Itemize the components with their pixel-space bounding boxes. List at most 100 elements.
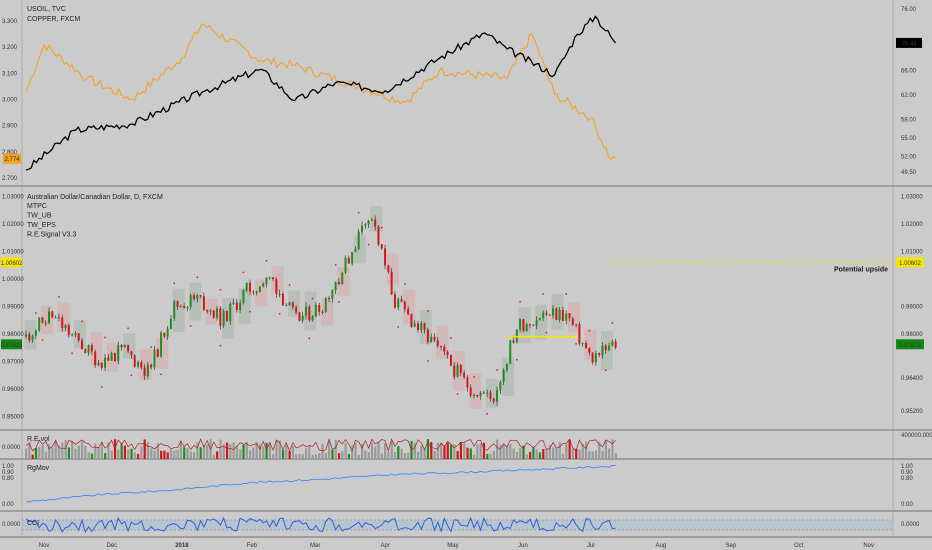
candle-body [453, 365, 456, 377]
left-axis-tick-label: 2.900 [2, 124, 18, 130]
volume-bar [614, 453, 617, 459]
signal-dot [357, 211, 360, 214]
volume-bar [123, 445, 127, 459]
volume-bar [97, 447, 100, 459]
candle-body [341, 272, 344, 284]
signal-dot [173, 282, 176, 285]
signal-box [106, 342, 119, 372]
signal-dot [242, 271, 245, 274]
left-axis-tick-label: 1.03000 [2, 194, 24, 200]
signal-box [238, 288, 251, 324]
volume-bar [512, 448, 515, 459]
volume-bar [298, 454, 301, 459]
right-axis-tick-label: 0.98000 [901, 332, 923, 338]
candle-body [430, 336, 433, 342]
potential-upside-label: Potential upside [834, 266, 888, 273]
candle-body [420, 323, 423, 330]
candle-body [133, 355, 136, 367]
candle-body [258, 286, 261, 293]
signal-box [370, 206, 383, 232]
candle-body [41, 317, 44, 323]
candle-body [522, 319, 525, 331]
signal-dot [486, 412, 489, 415]
left-axis-tick-label: 3.300 [2, 19, 18, 25]
candle-body [54, 317, 57, 319]
left-axis-tick-label: 0.80 [2, 476, 14, 482]
indicator-label: MTPC [27, 203, 47, 210]
candle-body [189, 295, 192, 307]
volume-bar [252, 447, 255, 459]
signal-dot [519, 300, 522, 303]
volume-bar [334, 439, 337, 459]
re-vol-label: R.E.vol [27, 436, 50, 443]
signal-box [320, 298, 333, 326]
candle-body [107, 357, 110, 361]
candle-body [472, 394, 475, 396]
candle-body [304, 306, 307, 316]
x-axis-tick-label: Nov [39, 543, 50, 549]
signal-dot [160, 373, 162, 376]
upside-level-badge-label: 1.00602 [1, 261, 23, 267]
signal-dot [196, 276, 199, 279]
volume-bar [61, 442, 64, 459]
volume-bar [489, 453, 492, 459]
candle-body [104, 357, 107, 368]
signal-dot [278, 312, 281, 315]
volume-bar [321, 444, 324, 459]
volume-bar [561, 453, 565, 459]
left-axis-tick-label: 1.01000 [2, 249, 24, 255]
volume-bar [156, 443, 159, 459]
signal-box [353, 235, 366, 264]
candle-body [578, 324, 581, 344]
volume-bar [568, 439, 571, 459]
candle-body [482, 392, 485, 394]
signal-box [205, 298, 218, 325]
volume-bar [295, 454, 298, 459]
candle-body [367, 220, 370, 225]
x-axis-tick-label: Jul [587, 543, 595, 549]
signal-dot [367, 243, 370, 246]
x-axis-tick-label: Nov [863, 543, 874, 549]
candle-body [166, 328, 169, 337]
candle-body [268, 277, 271, 279]
volume-bar [337, 453, 341, 459]
signal-dot [288, 284, 291, 286]
candle-body [581, 342, 584, 344]
candle-body [403, 301, 406, 310]
volume-bar [479, 442, 482, 459]
right-axis-tick-label: 1.02000 [901, 222, 923, 228]
usoil-price-badge-label: 70.49 [901, 41, 917, 47]
candle-body [360, 225, 363, 232]
volume-bar [538, 452, 542, 459]
candle-body [337, 281, 340, 284]
signal-dot [219, 344, 222, 347]
candle-body [575, 324, 578, 326]
volume-bar [239, 449, 242, 459]
candle-body [212, 310, 215, 318]
right-axis-tick-label: 58.00 [901, 118, 917, 124]
volume-bar [74, 448, 77, 459]
signal-dot [426, 310, 429, 312]
signal-dot [104, 336, 106, 339]
volume-bar [206, 444, 209, 459]
volume-bar [265, 442, 268, 459]
volume-bar [268, 442, 271, 459]
volume-bar [80, 441, 84, 459]
signal-dot [611, 322, 614, 324]
candle-body [509, 340, 512, 364]
volume-bar [77, 445, 80, 459]
volume-bar [318, 453, 321, 459]
left-axis-tick-label: 0.97000 [2, 359, 24, 365]
volume-bar [341, 451, 344, 459]
candle-body [94, 351, 97, 366]
volume-bar [34, 447, 38, 459]
copper-legend-label: COPPER, FXCM [27, 16, 80, 23]
volume-bar [107, 442, 110, 459]
candle-body [357, 231, 360, 250]
candle-body [80, 340, 83, 350]
candle-body [295, 307, 298, 313]
x-axis-tick-label: Mar [310, 543, 320, 549]
candle-body [393, 294, 396, 308]
volume-bar [140, 446, 143, 459]
